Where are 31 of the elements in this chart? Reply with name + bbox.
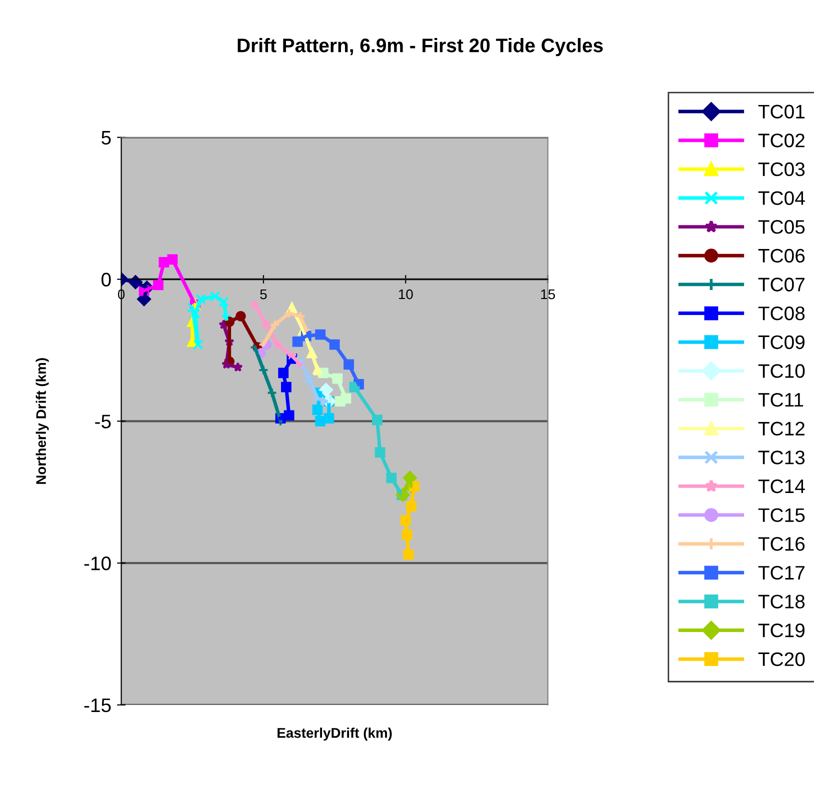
legend-label: TC05 [758, 220, 805, 234]
legend-label: TC03 [758, 162, 805, 176]
legend-label: TC14 [758, 479, 805, 494]
y-tick-label: 5 [102, 131, 111, 145]
legend-label: TC09 [758, 335, 805, 350]
y-tick-label: -5 [95, 414, 111, 428]
y-tick-label: -15 [84, 698, 111, 712]
legend-label: TC11 [758, 392, 804, 407]
legend-label: TC13 [758, 450, 805, 464]
legend-label: TC17 [758, 566, 804, 580]
legend-label: TC16 [758, 537, 805, 551]
x-tick-label: 15 [541, 289, 555, 300]
x-tick-label: 5 [260, 289, 267, 300]
y-tick-label: 0 [102, 272, 111, 286]
legend-label: TC07 [758, 278, 804, 292]
legend-label: TC15 [758, 508, 805, 522]
legend-label: TC08 [758, 306, 805, 320]
x-tick-label: 10 [398, 289, 413, 300]
legend-label: TC19 [758, 624, 805, 638]
legend-label: TC18 [758, 594, 805, 608]
legend-label: TC06 [758, 248, 805, 263]
x-axis-title: EasterlyDrift (km) [278, 728, 392, 741]
y-tick-label: -10 [84, 556, 111, 570]
legend-label: TC04 [758, 191, 805, 205]
legend-label: TC02 [758, 134, 804, 148]
legend-label: TC01 [758, 104, 804, 119]
chart-title: Drift Pattern, 6.9m - First 20 Tide Cycles [238, 38, 603, 56]
legend-label: TC20 [758, 652, 805, 666]
y-axis-title: Northerly Drift (km) [36, 358, 49, 484]
legend-label: TC10 [758, 364, 805, 378]
legend-label: TC12 [758, 422, 804, 436]
